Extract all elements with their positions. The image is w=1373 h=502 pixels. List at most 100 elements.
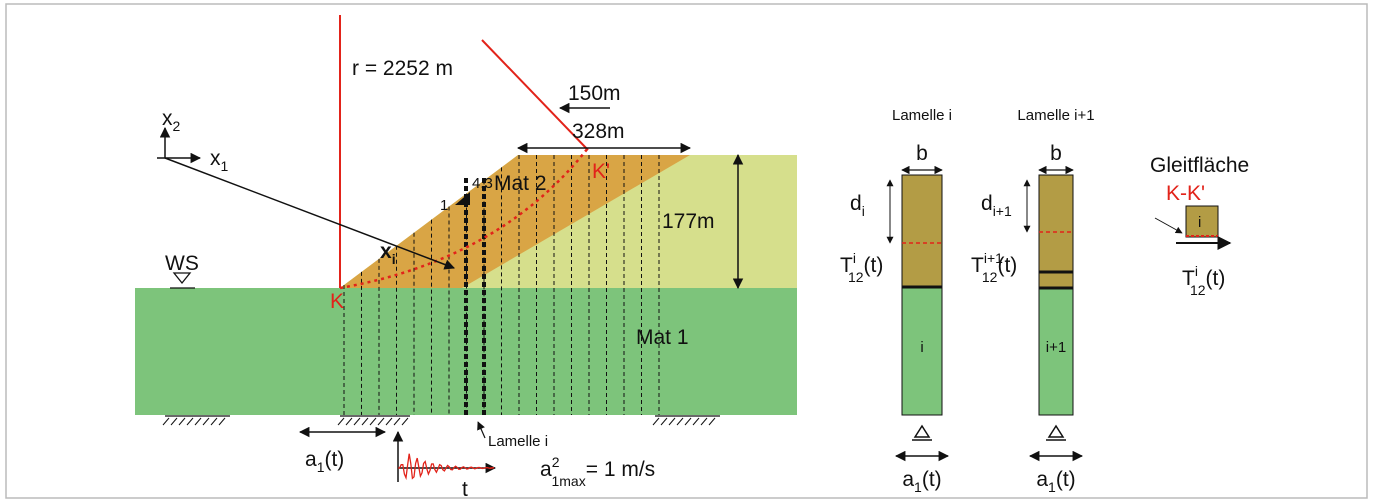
subscript: 12 <box>848 269 864 285</box>
hatch <box>346 418 352 425</box>
subscript: 12 <box>982 269 998 285</box>
subscript: 2 <box>173 118 181 134</box>
shear-label: Ti12(t) <box>1182 263 1225 298</box>
water-label: WS <box>165 252 199 275</box>
slice-text: i+1 <box>1046 339 1066 356</box>
element-index: i <box>1198 214 1201 231</box>
pointer-arrow <box>478 422 485 438</box>
dimension-label: 150m <box>568 82 621 105</box>
symbol-base: a <box>902 468 914 491</box>
pointer-arrow <box>1155 218 1182 233</box>
depth-label: di+1 <box>981 192 1012 219</box>
symbol-rest: (t) <box>1206 267 1226 290</box>
surface-element <box>1186 206 1218 237</box>
axis-label: x2 <box>162 107 181 134</box>
max-acceleration: a2 1max= 1 m/s <box>540 454 655 489</box>
hatch <box>402 418 408 425</box>
material-label: Mat 1 <box>636 326 689 349</box>
acceleration-label: a1(t) <box>1036 468 1075 495</box>
subscript: i <box>862 203 865 219</box>
hatch <box>370 418 376 425</box>
symbol-rest: (t) <box>324 448 344 471</box>
symbol-rest: (t) <box>997 254 1017 277</box>
hatch <box>338 418 344 425</box>
superscript: 2 <box>552 454 560 470</box>
slice-text: b <box>1050 142 1062 165</box>
slice-text: b <box>916 142 928 165</box>
inclination-label: 4.3 <box>472 175 493 192</box>
slice-text: i <box>920 339 923 356</box>
subscript: i <box>392 251 396 267</box>
symbol-base: x <box>210 147 221 170</box>
subscript: i+1 <box>993 203 1012 219</box>
hatch <box>354 418 360 425</box>
hatch <box>211 418 217 425</box>
subscript: 1 <box>1048 479 1056 495</box>
support <box>915 426 929 437</box>
hatch <box>187 418 193 425</box>
symbol-rest: (t) <box>864 254 884 277</box>
subscript: 1 <box>914 479 922 495</box>
subscript: 12 <box>1190 282 1206 298</box>
symbol-base: x <box>380 240 392 263</box>
inclination-label: 1 <box>440 197 448 214</box>
vector-label: xi <box>380 240 396 267</box>
hatch <box>685 418 691 425</box>
hatch <box>219 418 225 425</box>
surface-title: Gleitfläche <box>1150 154 1249 177</box>
hatch <box>378 418 384 425</box>
support <box>1049 426 1063 437</box>
dimension-label: 328m <box>572 120 625 143</box>
slices: Lamelle ibidiTi12(t)a1(t)Lamelle i+1bi+1… <box>840 107 1095 495</box>
accelerogram <box>398 454 494 479</box>
slice-text: Lamelle i <box>892 107 952 124</box>
dimension-label: 177m <box>662 210 715 233</box>
acceleration-label: a1(t) <box>305 448 344 475</box>
radius-label: r = 2252 m <box>352 57 453 80</box>
symbol-base: x <box>162 107 173 130</box>
acceleration-label: a1(t) <box>902 468 941 495</box>
symbol-rest: (t) <box>1056 468 1076 491</box>
material-label: Mat 2 <box>494 172 547 195</box>
hatch <box>693 418 699 425</box>
point-label: K' <box>592 160 610 183</box>
symbol-base: a <box>1036 468 1048 491</box>
slice-text: Lamelle i+1 <box>1017 107 1094 124</box>
hatch <box>362 418 368 425</box>
hatch <box>171 418 177 425</box>
symbol-base: d <box>850 192 862 215</box>
hatch <box>653 418 659 425</box>
axis-label: x1 <box>210 147 229 174</box>
point-label: K <box>330 290 344 313</box>
hatch <box>701 418 707 425</box>
surface-name: K-K' <box>1166 182 1205 205</box>
time-label: t <box>462 478 468 501</box>
subscript: 1max <box>551 473 585 489</box>
hatch <box>709 418 715 425</box>
superscript: i <box>853 250 856 266</box>
hatch <box>394 418 400 425</box>
symbol-rest: = 1 m/s <box>586 458 655 481</box>
hatch <box>661 418 667 425</box>
hatch <box>179 418 185 425</box>
pointer-label: Lamelle i <box>488 433 548 450</box>
position-arrow <box>165 158 454 268</box>
symbol-base: a <box>305 448 317 471</box>
supports <box>163 416 720 425</box>
depth-label: di <box>850 192 865 219</box>
subscript: 1 <box>317 459 325 475</box>
symbol-base: d <box>981 192 993 215</box>
hatch <box>203 418 209 425</box>
hatch <box>669 418 675 425</box>
figure: r = 2252 m 150m 328m 177m 4.3 1 Mat 2 Ma… <box>0 0 1373 502</box>
superscript: i <box>1195 263 1198 279</box>
hatch <box>163 418 169 425</box>
hatch <box>386 418 392 425</box>
subscript: 1 <box>221 158 229 174</box>
slice-upper <box>902 175 942 287</box>
symbol-base: a <box>540 458 552 481</box>
hatch <box>195 418 201 425</box>
symbol-rest: (t) <box>922 468 942 491</box>
